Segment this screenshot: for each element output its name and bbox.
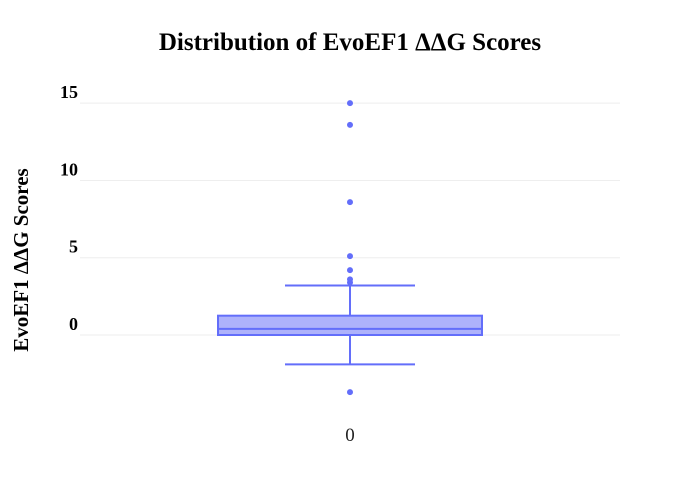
plot-area bbox=[217, 100, 483, 396]
chart-title: Distribution of EvoEF1 ΔΔG Scores bbox=[159, 29, 542, 56]
y-tick-label-10: 10 bbox=[60, 159, 78, 179]
x-tick-label-0: 0 bbox=[345, 425, 355, 446]
y-tick-labels: 0 5 10 15 bbox=[60, 82, 78, 334]
outlier-point-3 bbox=[347, 253, 353, 260]
outlier-point-4 bbox=[347, 267, 353, 274]
x-tick-labels: 0 bbox=[345, 425, 355, 446]
y-axis-title: EvoEF1 ΔΔG Scores bbox=[9, 168, 33, 351]
outlier-point-7 bbox=[347, 389, 353, 396]
outlier-point-1 bbox=[347, 121, 353, 128]
box-iqr bbox=[217, 314, 483, 337]
y-tick-label-0: 0 bbox=[69, 314, 78, 334]
y-tick-label-5: 5 bbox=[69, 237, 78, 257]
y-tick-label-15: 15 bbox=[60, 82, 78, 102]
outlier-point-0 bbox=[347, 100, 353, 107]
outlier-point-6 bbox=[347, 279, 353, 286]
outlier-point-2 bbox=[347, 199, 353, 206]
